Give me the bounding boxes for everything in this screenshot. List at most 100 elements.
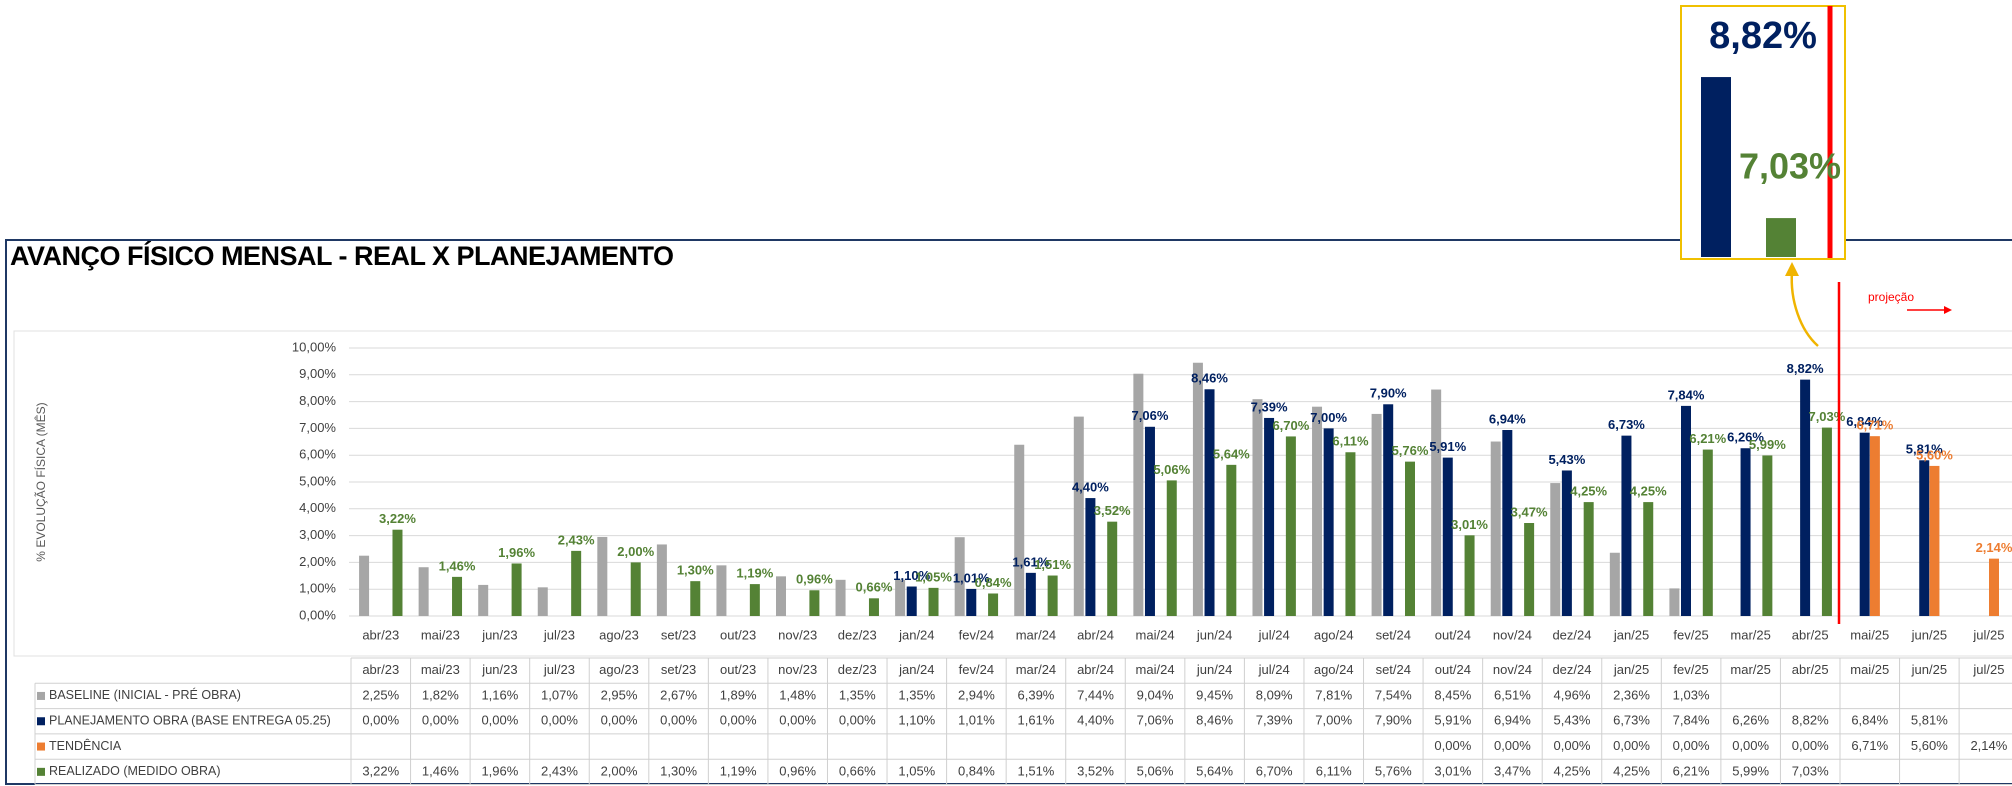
table-cell: 7,90% bbox=[1375, 713, 1412, 728]
table-cell: 6,71% bbox=[1851, 738, 1888, 753]
table-cell: 0,00% bbox=[422, 713, 459, 728]
data-label: 0,84% bbox=[975, 575, 1012, 590]
x-tick-label: fev/25 bbox=[1673, 627, 1708, 642]
bar bbox=[1264, 417, 1275, 616]
data-label: 7,06% bbox=[1132, 408, 1169, 423]
table-cell: 0,00% bbox=[1792, 738, 1829, 753]
data-label: 1,61% bbox=[1012, 554, 1049, 569]
bar bbox=[1989, 558, 1999, 616]
table-cell: 0,66% bbox=[839, 763, 876, 778]
bar bbox=[1929, 465, 1940, 616]
table-cell: 5,60% bbox=[1911, 738, 1948, 753]
bar bbox=[749, 584, 760, 616]
bar bbox=[1464, 535, 1475, 616]
x-tick-label: jun/23 bbox=[481, 627, 517, 642]
table-cell: 4,25% bbox=[1613, 763, 1650, 778]
table-cell: 1,07% bbox=[541, 687, 578, 702]
table-cell: 0,84% bbox=[958, 763, 995, 778]
x-tick-label: jan/25 bbox=[1613, 627, 1649, 642]
data-label: 1,10% bbox=[893, 568, 930, 583]
table-cell: 8,46% bbox=[1196, 713, 1233, 728]
bar bbox=[1702, 449, 1713, 616]
table-header: jan/24 bbox=[898, 662, 934, 677]
x-tick-label: dez/23 bbox=[838, 627, 877, 642]
table-cell: 7,03% bbox=[1792, 763, 1829, 778]
x-tick-label: jun/25 bbox=[1911, 627, 1947, 642]
data-label: 1,19% bbox=[736, 566, 773, 581]
table-cell: 6,51% bbox=[1494, 687, 1531, 702]
bar bbox=[1371, 413, 1382, 616]
table-cell: 0,00% bbox=[601, 713, 638, 728]
bar bbox=[988, 593, 999, 616]
bar bbox=[452, 576, 463, 616]
y-tick-label: 8,00% bbox=[299, 393, 336, 408]
data-label: 7,39% bbox=[1251, 399, 1288, 414]
bar bbox=[392, 529, 403, 616]
table-cell: 2,95% bbox=[601, 687, 638, 702]
table-cell: 6,39% bbox=[1018, 687, 1055, 702]
zoom-arrow-head bbox=[1785, 262, 1799, 276]
bar bbox=[1524, 523, 1535, 616]
table-cell: 0,00% bbox=[1434, 738, 1471, 753]
projection-label: projeção bbox=[1868, 290, 1914, 304]
bar bbox=[1166, 480, 1177, 616]
x-tick-label: ago/24 bbox=[1314, 627, 1354, 642]
table-cell: 1,46% bbox=[422, 763, 459, 778]
x-tick-label: jul/23 bbox=[543, 627, 575, 642]
bar bbox=[537, 587, 548, 616]
table-cell: 3,01% bbox=[1434, 763, 1471, 778]
legend-swatch bbox=[37, 767, 45, 776]
bar bbox=[1869, 436, 1880, 616]
table-cell: 1,19% bbox=[720, 763, 757, 778]
x-tick-label: abr/24 bbox=[1077, 627, 1114, 642]
table-cell: 2,25% bbox=[362, 687, 399, 702]
table-header: mai/25 bbox=[1850, 662, 1889, 677]
bar bbox=[1285, 436, 1296, 616]
data-label: 6,26% bbox=[1727, 430, 1764, 445]
y-tick-label: 2,00% bbox=[299, 554, 336, 569]
data-label: 0,96% bbox=[796, 572, 833, 587]
table-cell: 1,51% bbox=[1018, 763, 1055, 778]
table-header: dez/24 bbox=[1552, 662, 1591, 677]
table-cell: 0,96% bbox=[779, 763, 816, 778]
table-header: ago/24 bbox=[1314, 662, 1354, 677]
x-tick-label: mai/24 bbox=[1136, 627, 1175, 642]
data-label: 7,03% bbox=[1808, 409, 1845, 424]
data-label: 7,90% bbox=[1370, 386, 1407, 401]
bar bbox=[656, 544, 667, 616]
bar bbox=[1204, 389, 1215, 616]
x-tick-label: out/24 bbox=[1435, 627, 1471, 642]
table-cell: 6,11% bbox=[1316, 763, 1352, 778]
bar bbox=[1681, 405, 1691, 616]
data-label: 2,43% bbox=[558, 532, 595, 547]
legend-label: REALIZADO (MEDIDO OBRA) bbox=[49, 764, 221, 778]
table-cell: 7,39% bbox=[1256, 713, 1293, 728]
table-cell: 1,05% bbox=[898, 763, 935, 778]
inset-bar bbox=[1701, 77, 1731, 257]
bar bbox=[1550, 483, 1561, 616]
data-label: 6,21% bbox=[1689, 431, 1726, 446]
y-tick-label: 6,00% bbox=[299, 447, 336, 462]
table-cell: 5,99% bbox=[1732, 763, 1769, 778]
table-cell: 5,76% bbox=[1375, 763, 1412, 778]
table-cell: 3,47% bbox=[1494, 763, 1531, 778]
y-tick-label: 3,00% bbox=[299, 527, 336, 542]
table-cell: 0,00% bbox=[362, 713, 399, 728]
legend-label: PLANEJAMENTO OBRA (BASE ENTREGA 05.25) bbox=[49, 714, 331, 728]
legend-swatch bbox=[37, 717, 45, 726]
bar bbox=[1442, 457, 1453, 616]
table-header: out/24 bbox=[1435, 662, 1471, 677]
bar bbox=[954, 537, 965, 616]
table-cell: 2,36% bbox=[1613, 687, 1650, 702]
bar bbox=[511, 563, 522, 616]
table-cell: 6,26% bbox=[1732, 713, 1769, 728]
bar bbox=[1025, 572, 1036, 616]
table-cell: 1,03% bbox=[1673, 687, 1710, 702]
table-cell: 2,67% bbox=[660, 687, 697, 702]
table-cell: 1,48% bbox=[779, 687, 816, 702]
bar bbox=[1919, 460, 1930, 616]
data-label: 1,01% bbox=[953, 570, 990, 585]
table-header: jul/24 bbox=[1258, 662, 1290, 677]
bar bbox=[1740, 448, 1751, 616]
table-cell: 1,30% bbox=[660, 763, 697, 778]
